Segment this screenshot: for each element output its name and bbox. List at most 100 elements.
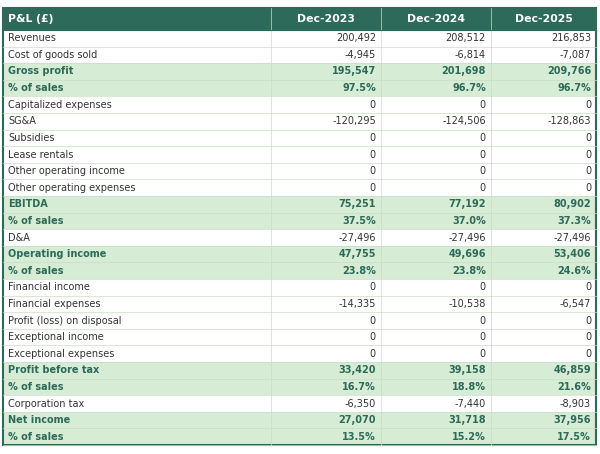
Bar (491, 262, 596, 279)
Bar (3, 412, 271, 429)
Text: 216,853: 216,853 (551, 33, 591, 43)
Text: -128,863: -128,863 (548, 116, 591, 126)
Text: 37.5%: 37.5% (342, 216, 376, 226)
Text: -120,295: -120,295 (332, 116, 376, 126)
Bar (3, 296, 271, 312)
Text: Dec-2024: Dec-2024 (407, 14, 465, 24)
Text: -27,496: -27,496 (338, 232, 376, 242)
Bar (381, 296, 491, 312)
Bar (381, 279, 491, 296)
Text: % of sales: % of sales (8, 83, 64, 93)
Bar (491, 163, 596, 179)
Bar (3, 163, 271, 179)
Bar (381, 196, 491, 212)
Text: 0: 0 (370, 133, 376, 143)
Bar (3, 113, 271, 129)
Bar (491, 212, 596, 229)
Text: P&L (£): P&L (£) (8, 14, 53, 24)
Text: 24.6%: 24.6% (557, 266, 591, 276)
Bar (491, 129, 596, 146)
Text: -124,506: -124,506 (442, 116, 486, 126)
Text: 96.7%: 96.7% (557, 83, 591, 93)
Bar (271, 229, 381, 246)
Text: -4,945: -4,945 (345, 50, 376, 60)
Text: Net income: Net income (8, 415, 70, 425)
Text: 209,766: 209,766 (547, 66, 591, 77)
Text: D&A: D&A (8, 232, 30, 242)
Text: -14,335: -14,335 (338, 299, 376, 309)
Bar (491, 229, 596, 246)
Bar (3, 229, 271, 246)
Text: Lease rentals: Lease rentals (8, 149, 73, 159)
Bar (3, 429, 271, 445)
Text: 0: 0 (480, 316, 486, 326)
Bar (3, 47, 271, 63)
Text: 0: 0 (585, 316, 591, 326)
Bar (381, 246, 491, 262)
Text: 75,251: 75,251 (338, 199, 376, 209)
Text: 17.5%: 17.5% (557, 432, 591, 442)
Text: % of sales: % of sales (8, 216, 64, 226)
Text: 0: 0 (480, 149, 486, 159)
Text: 0: 0 (480, 349, 486, 359)
Text: Profit before tax: Profit before tax (8, 365, 99, 375)
Bar (271, 47, 381, 63)
Bar (3, 80, 271, 96)
Text: 23.8%: 23.8% (342, 266, 376, 276)
Bar (381, 8, 491, 30)
Bar (381, 379, 491, 395)
Text: 23.8%: 23.8% (452, 266, 486, 276)
Bar (491, 362, 596, 379)
Bar (271, 146, 381, 163)
Text: -6,547: -6,547 (560, 299, 591, 309)
Bar (271, 163, 381, 179)
Text: 0: 0 (370, 149, 376, 159)
Bar (491, 30, 596, 47)
Text: 0: 0 (480, 133, 486, 143)
Bar (3, 8, 271, 30)
Bar (491, 329, 596, 345)
Bar (271, 429, 381, 445)
Text: 13.5%: 13.5% (342, 432, 376, 442)
Bar (3, 246, 271, 262)
Text: -7,087: -7,087 (560, 50, 591, 60)
Text: 21.6%: 21.6% (557, 382, 591, 392)
Bar (381, 212, 491, 229)
Bar (271, 379, 381, 395)
Text: Cost of goods sold: Cost of goods sold (8, 50, 97, 60)
Bar (3, 312, 271, 329)
Text: Dec-2023: Dec-2023 (297, 14, 355, 24)
Bar (491, 113, 596, 129)
Bar (491, 96, 596, 113)
Text: 0: 0 (585, 133, 591, 143)
Bar (381, 345, 491, 362)
Bar (491, 395, 596, 412)
Text: EBITDA: EBITDA (8, 199, 48, 209)
Text: 18.8%: 18.8% (452, 382, 486, 392)
Bar (491, 345, 596, 362)
Text: 37.3%: 37.3% (557, 216, 591, 226)
Bar (381, 47, 491, 63)
Text: 0: 0 (480, 183, 486, 192)
Text: Corporation tax: Corporation tax (8, 399, 84, 409)
Text: 15.2%: 15.2% (452, 432, 486, 442)
Bar (271, 196, 381, 212)
Bar (271, 63, 381, 80)
Bar (271, 296, 381, 312)
Bar (381, 146, 491, 163)
Text: Exceptional income: Exceptional income (8, 332, 104, 342)
Bar (381, 163, 491, 179)
Bar (491, 80, 596, 96)
Bar (491, 296, 596, 312)
Bar (271, 8, 381, 30)
Text: 27,070: 27,070 (338, 415, 376, 425)
Text: Subsidies: Subsidies (8, 133, 55, 143)
Bar (271, 395, 381, 412)
Bar (491, 179, 596, 196)
Bar (3, 262, 271, 279)
Text: 0: 0 (585, 349, 591, 359)
Bar (491, 412, 596, 429)
Bar (271, 279, 381, 296)
Text: Other operating income: Other operating income (8, 166, 125, 176)
Text: Profit (loss) on disposal: Profit (loss) on disposal (8, 316, 121, 326)
